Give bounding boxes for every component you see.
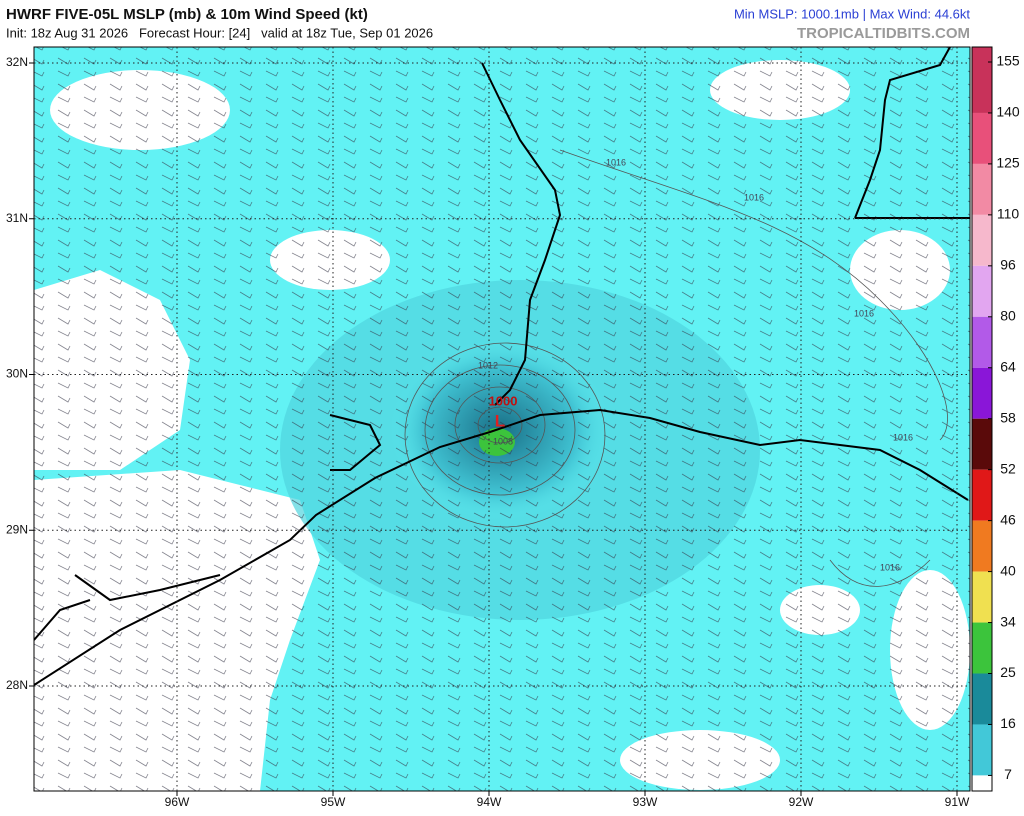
colorbar-segment: [972, 316, 992, 368]
lat-label: 29N: [6, 522, 28, 536]
lat-label: 30N: [6, 367, 28, 381]
colorbar-label: 25: [1000, 664, 1016, 680]
colorbar-segment: [972, 724, 992, 776]
contour-label: 1016: [744, 192, 764, 202]
colorbar-label: 64: [1000, 358, 1016, 374]
lat-label: 31N: [6, 211, 28, 225]
contour-label: 1008: [493, 436, 513, 446]
lat-label: 28N: [6, 678, 28, 692]
colorbar-segment: [972, 622, 992, 674]
contour-label: 1016: [893, 432, 913, 442]
colorbar-segment: [972, 775, 992, 791]
lon-label: 91W: [945, 795, 970, 809]
colorbar-segment: [972, 418, 992, 470]
axes: 32N 31N 30N 29N 28N 96W 95W 94W 93W 92W 91W: [6, 47, 970, 809]
colorbar-label: 40: [1000, 562, 1016, 578]
site: TROPICALTIDBITS.COM: [797, 25, 970, 42]
colorbar-segment: [972, 673, 992, 725]
colorbar-label: 110: [997, 206, 1020, 222]
colorbar-label: 34: [1000, 613, 1016, 629]
lon-label: 95W: [321, 795, 346, 809]
contour-label: 1012: [478, 360, 498, 370]
colorbar-label: 58: [1000, 409, 1016, 425]
colorbar-segment: [972, 214, 992, 266]
contour-label: 1016: [854, 308, 874, 318]
coastline: [34, 47, 970, 686]
stats: Min MSLP: 1000.1mb | Max Wind: 44.6kt: [734, 6, 970, 21]
colorbar-segment: [972, 469, 992, 521]
lon-label: 96W: [165, 795, 190, 809]
colorbar: 155 140 125 110 96 80 64 58 52 46 40 34 25 16 7: [971, 46, 1020, 792]
low-symbol: L: [495, 411, 505, 430]
colorbar-label: 140: [996, 104, 1020, 120]
title: HWRF FIVE-05L MSLP (mb) & 10m Wind Speed…: [6, 6, 368, 23]
colorbar-segment: [972, 571, 992, 623]
colorbar-segment: [972, 520, 992, 572]
colorbar-label: 46: [1000, 511, 1016, 527]
isobars: [404, 149, 948, 587]
lon-label: 92W: [789, 795, 814, 809]
colorbar-segment: [972, 163, 992, 215]
colorbar-label: 7: [1004, 766, 1012, 782]
colorbar-label: 155: [996, 53, 1020, 69]
map-frame: [33, 46, 971, 792]
colorbar-segment: [972, 265, 992, 317]
map: [34, 47, 970, 791]
lat-label: 32N: [6, 55, 28, 69]
colorbar-segment: [972, 47, 992, 113]
colorbar-label: 16: [1000, 715, 1016, 731]
contour-label: 1016: [880, 562, 900, 572]
wind-barbs: [34, 47, 970, 791]
colorbar-segment: [972, 367, 992, 419]
colorbar-label: 125: [996, 155, 1020, 171]
lon-label: 93W: [633, 795, 658, 809]
colorbar-label: 52: [1000, 460, 1016, 476]
low-pressure-label: 1000: [489, 393, 518, 408]
colorbar-label: 80: [1000, 307, 1016, 323]
subtitle: Init: 18z Aug 31 2026 Forecast Hour: [24…: [6, 25, 433, 40]
lon-label: 94W: [477, 795, 502, 809]
colorbar-label: 96: [1000, 257, 1016, 273]
colorbar-segment: [972, 112, 992, 164]
contour-label: 1016: [606, 157, 626, 167]
